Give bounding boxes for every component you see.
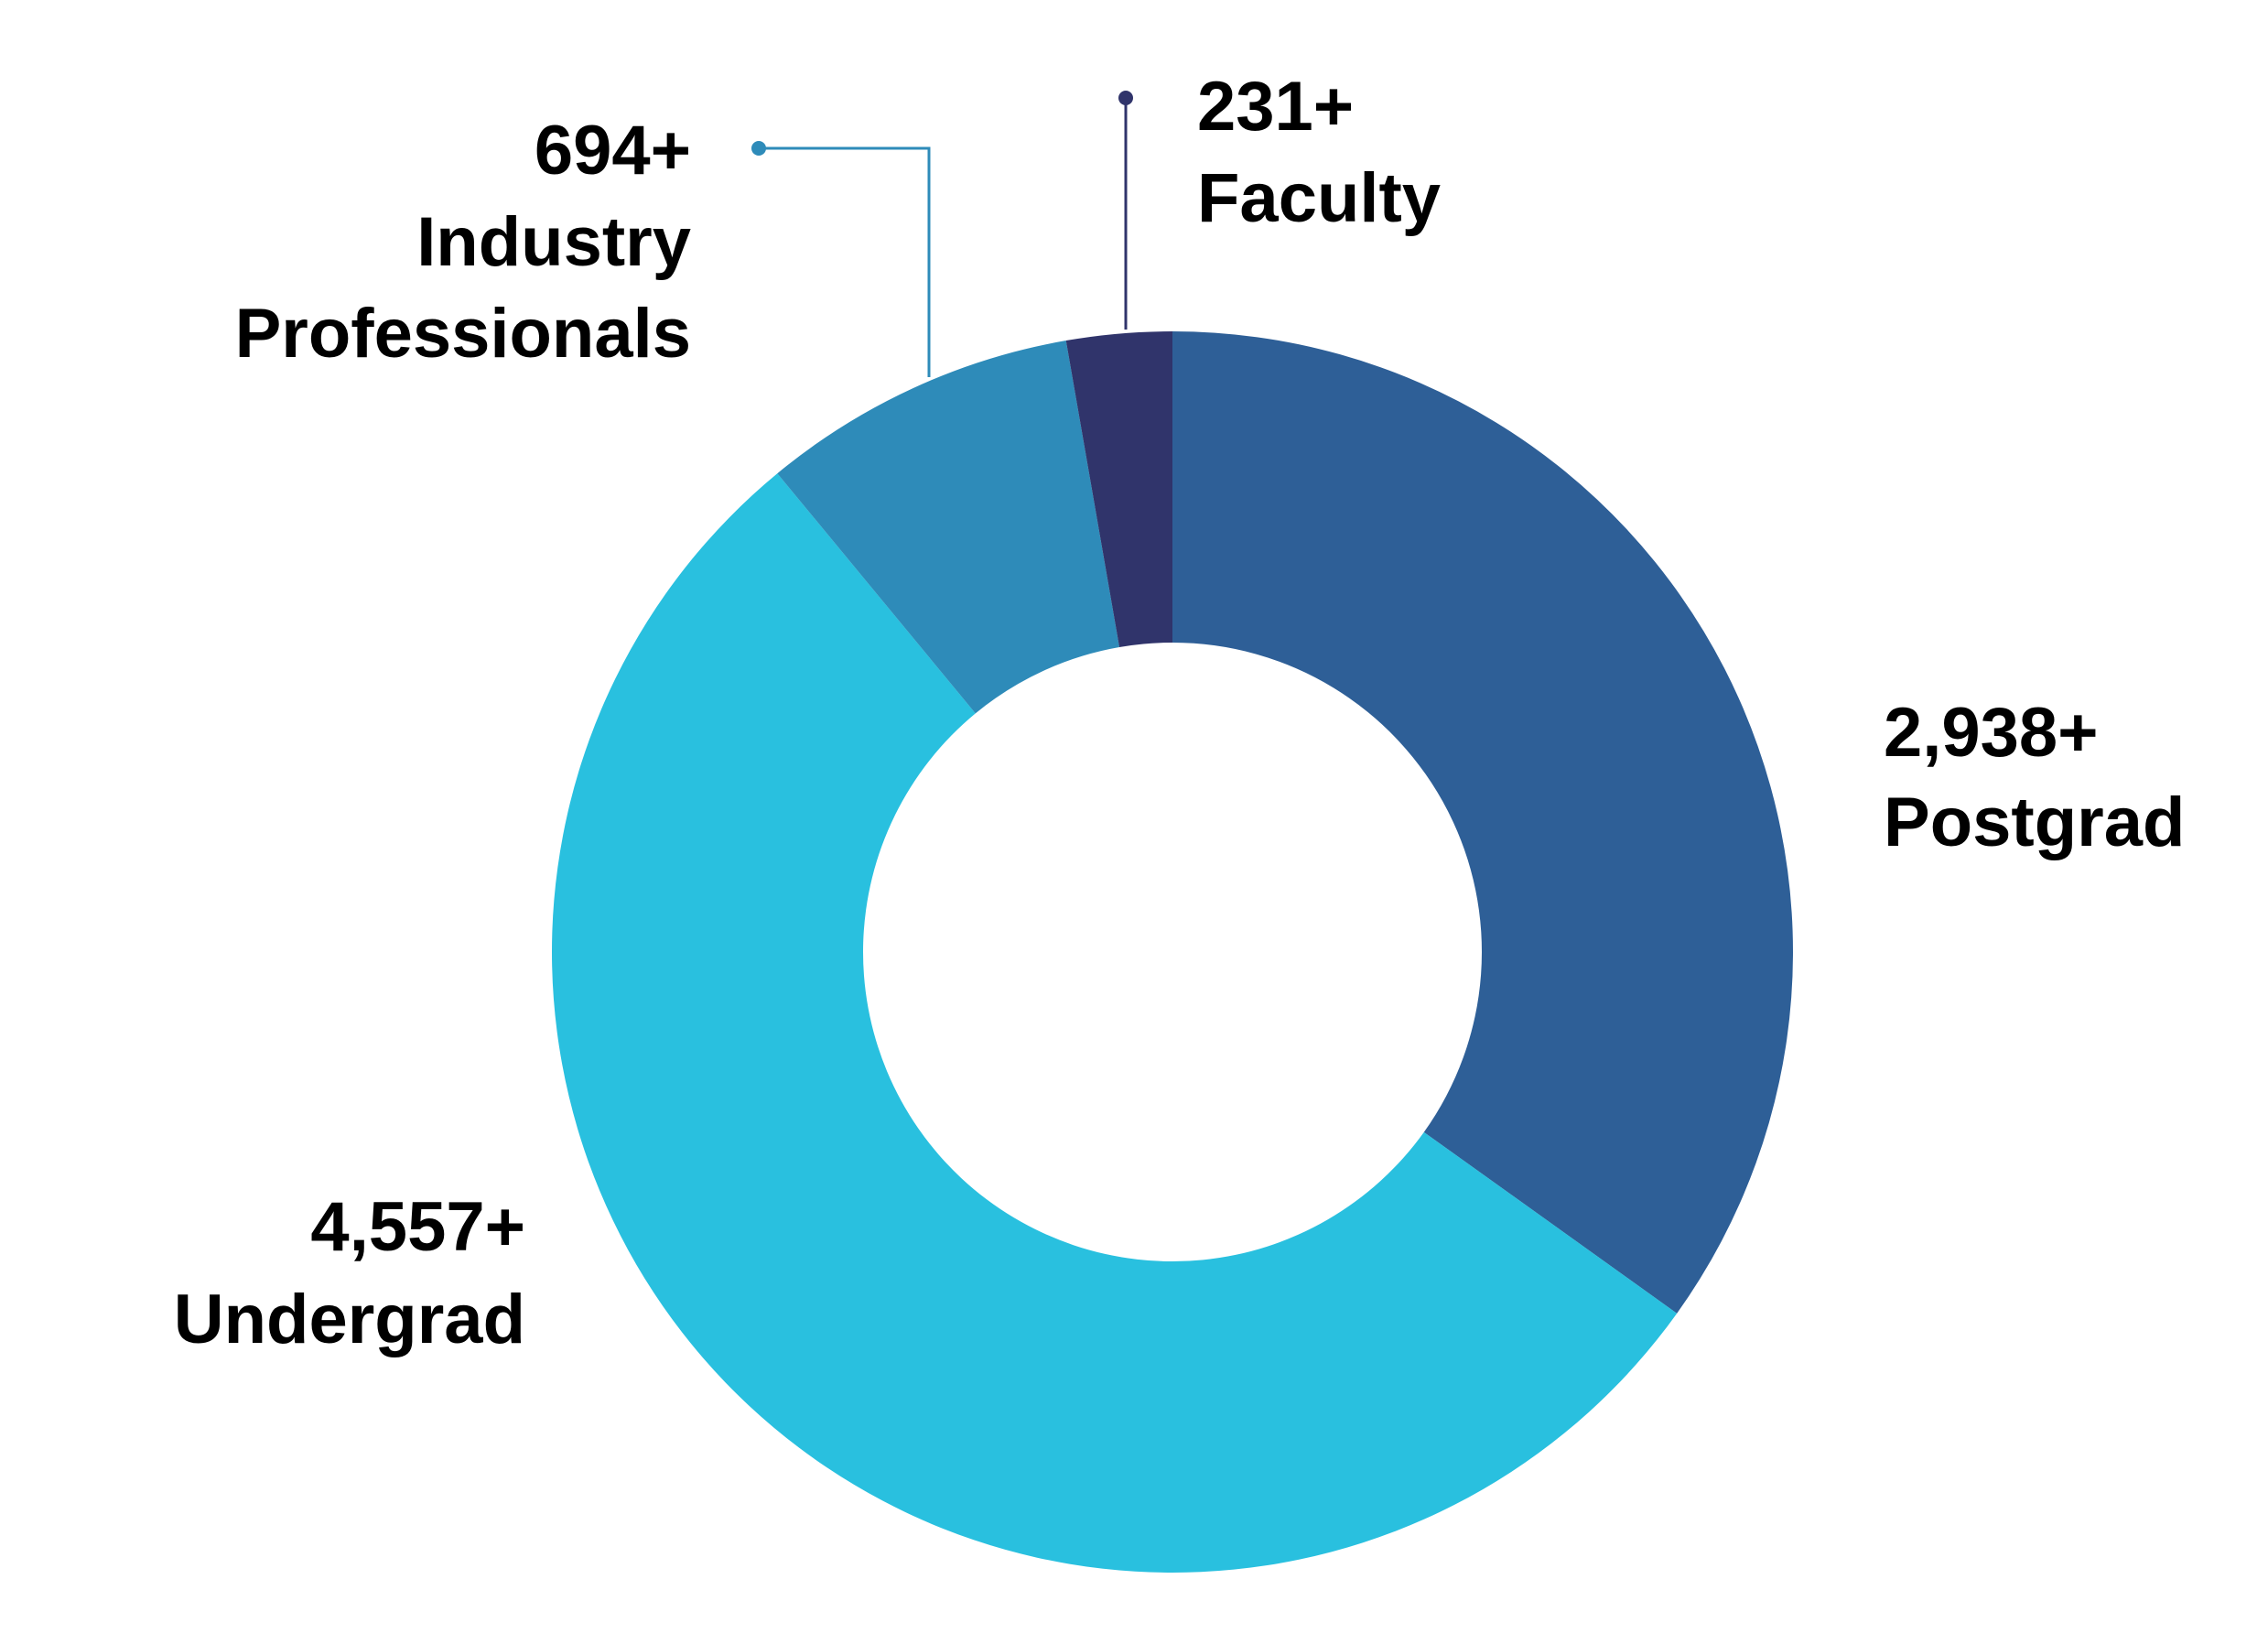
slice-label-postgrad: Postgrad [1884,784,2185,861]
slice-label-undergrad: Undergrad [174,1281,525,1358]
donut-slice-undergrad [551,473,1678,1573]
leader-line-industry-professionals [759,146,931,377]
slice-value-postgrad: 2,938+ [1884,694,2099,772]
slice-value-undergrad: 4,557+ [310,1188,525,1266]
donut-slice-postgrad [1172,331,1793,1314]
donut-slice-faculty [1065,331,1172,648]
slice-value-faculty: 231+ [1197,68,1354,146]
donut-slices [551,331,1793,1573]
leader-dot-faculty [1118,91,1133,105]
slice-label-industry-professionals-line2: Professionals [235,295,691,373]
leader-dot-industry-professionals [751,141,766,156]
slice-labels: 2,938+ Postgrad 4,557+ Undergrad 694+ In… [174,68,2186,1358]
leader-lines [751,91,1133,377]
slice-label-industry-professionals-line1: Industry [416,203,691,281]
slice-value-industry-professionals: 694+ [535,112,691,189]
slice-label-faculty: Faculty [1197,159,1441,237]
donut-slice-industry-professionals [777,341,1120,714]
